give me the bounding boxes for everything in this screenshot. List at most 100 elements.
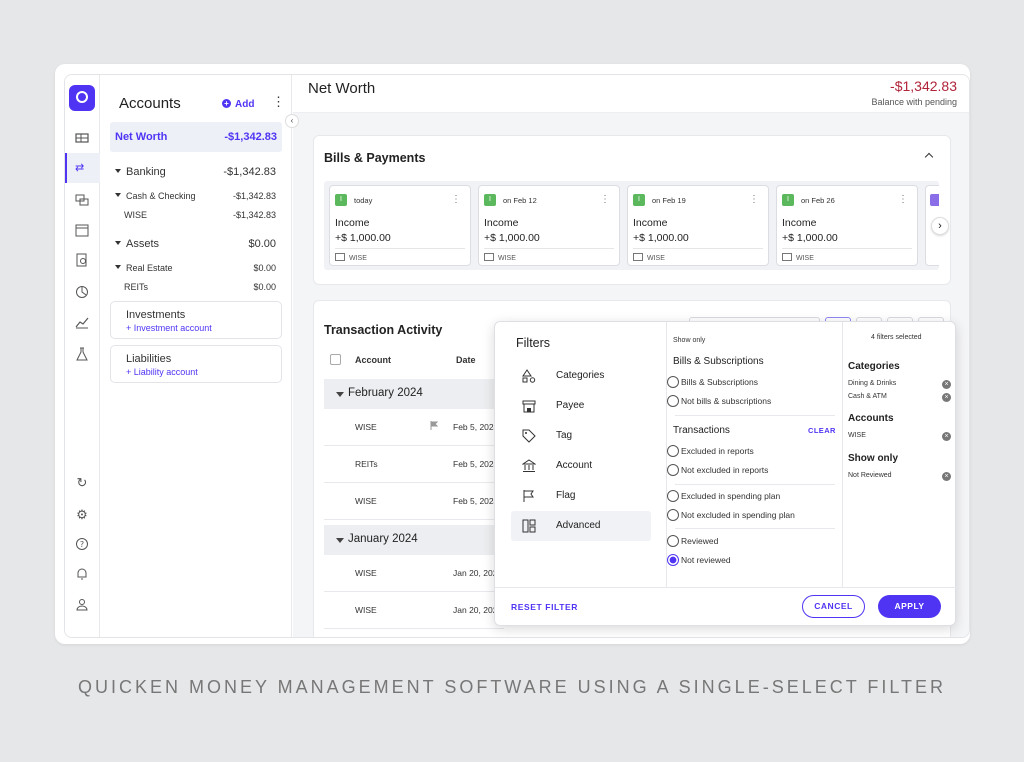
collapse-chevron-icon[interactable] [924, 152, 934, 162]
bill-more-icon[interactable]: ⋮ [451, 194, 461, 205]
month-label: February 2024 [348, 387, 423, 399]
remove-filter-icon[interactable]: × [942, 393, 951, 402]
selected-chip-label: WISE [848, 432, 866, 439]
accounts-sidebar: Accounts Add ⋮ Net Worth -$1,342.83 Bank… [100, 75, 292, 637]
filters-popover: Filters Categories Payee Tag Account Fla… [494, 321, 957, 626]
calendar-icon[interactable] [74, 223, 90, 239]
radio-excluded-reports[interactable]: Excluded in reports [667, 445, 754, 457]
sidebar-item-reits[interactable]: REITs [124, 282, 149, 292]
filter-menu-flag[interactable]: Flag [511, 481, 651, 511]
month-group[interactable]: January 2024 [324, 525, 504, 555]
bill-name: Income [484, 217, 519, 229]
bill-amount: +$ 1,000.00 [782, 232, 838, 244]
column-date[interactable]: Date [456, 355, 476, 365]
image-caption: QUICKEN MONEY MANAGEMENT SOFTWARE USING … [77, 677, 947, 697]
settings-gear-icon[interactable]: ⚙ [76, 507, 88, 522]
quicken-logo[interactable] [69, 85, 95, 111]
filter-menu-payee[interactable]: Payee [511, 391, 651, 421]
bill-card[interactable]: I today ⋮ Income +$ 1,000.00 WISE [329, 185, 471, 266]
profile-icon[interactable] [74, 597, 90, 613]
transactions-icon[interactable]: ⇄ [65, 153, 100, 183]
reset-filter-button[interactable]: RESET FILTER [511, 602, 579, 612]
table-row[interactable]: WISE Jan 20, 2024 [324, 592, 504, 629]
table-row[interactable]: WISE Jan 20, 2024 [324, 555, 504, 592]
next-bills-chevron-icon[interactable]: › [931, 217, 949, 235]
bill-more-icon[interactable]: ⋮ [898, 194, 908, 205]
remove-filter-icon[interactable]: × [942, 472, 951, 481]
sidebar-item-real-estate[interactable]: Real Estate [115, 263, 173, 273]
table-row[interactable]: WISE Feb 5, 2024 [324, 483, 504, 520]
select-all-checkbox[interactable] [330, 354, 341, 365]
tag-icon [522, 429, 536, 443]
flag-icon [523, 490, 534, 502]
income-tag-icon: I [782, 194, 794, 206]
radio-not-bills-subscriptions[interactable]: Not bills & subscriptions [666, 395, 772, 407]
table-row[interactable]: WISE Feb 5, 2024 [324, 409, 504, 446]
spending-plan-icon[interactable] [74, 285, 90, 301]
apply-button[interactable]: APPLY [878, 595, 941, 618]
filter-menu-account[interactable]: Account [511, 451, 651, 481]
bill-amount: +$ 1,000.00 [335, 232, 391, 244]
investments-chart-icon[interactable] [74, 315, 90, 331]
filter-menu-categories[interactable]: Categories [511, 361, 651, 391]
balance-label: Balance with pending [871, 97, 957, 107]
bills-title: Bills & Payments [324, 151, 426, 165]
radio-bills-subscriptions[interactable]: Bills & Subscriptions [666, 376, 759, 388]
bill-card[interactable]: I on Feb 26 ⋮ Income +$ 1,000.00 WISE [776, 185, 918, 266]
bill-when: on Feb 26 [801, 196, 835, 205]
real-estate-value: $0.00 [253, 263, 276, 273]
add-investment-account-link[interactable]: + Investment account [126, 323, 212, 333]
radio-not-excluded-reports[interactable]: Not excluded in reports [666, 464, 769, 476]
more-options-icon[interactable]: ⋮ [272, 94, 285, 109]
filter-menu-label: Tag [556, 430, 573, 441]
selected-show-only-heading: Show only [848, 453, 898, 464]
notifications-bell-icon[interactable] [74, 567, 90, 583]
help-icon[interactable]: ? [74, 537, 90, 553]
filter-menu-tag[interactable]: Tag [511, 421, 651, 451]
bill-more-icon[interactable]: ⋮ [600, 194, 610, 205]
filter-menu-label: Payee [556, 400, 585, 411]
clear-button[interactable]: CLEAR [808, 426, 836, 435]
income-tag-icon: I [633, 194, 645, 206]
radio-excluded-spending-plan[interactable]: Excluded in spending plan [666, 490, 781, 502]
selected-count: 4 filters selected [871, 334, 922, 341]
row-date: Feb 5, 2024 [453, 496, 499, 506]
month-group[interactable]: February 2024 [324, 379, 504, 409]
planning-icon[interactable] [74, 347, 90, 363]
accounts-icon[interactable] [74, 193, 90, 209]
bill-amount: +$ 1,000.00 [633, 232, 689, 244]
balance-value: -$1,342.83 [890, 78, 957, 94]
bill-card[interactable]: I on Feb 12 ⋮ Income +$ 1,000.00 WISE [478, 185, 620, 266]
sidebar-item-net-worth[interactable]: Net Worth -$1,342.83 [110, 122, 282, 152]
bill-card[interactable]: I on Feb 19 ⋮ Income +$ 1,000.00 WISE [627, 185, 769, 266]
bill-account: WISE [633, 253, 665, 262]
bill-more-icon[interactable]: ⋮ [749, 194, 759, 205]
refresh-icon[interactable]: ↻ [76, 475, 88, 490]
filter-menu-advanced[interactable]: Advanced [511, 511, 651, 541]
radio-reviewed[interactable]: Reviewed [666, 535, 719, 547]
row-account: REITs [355, 459, 378, 469]
add-liability-account-link[interactable]: + Liability account [126, 367, 198, 377]
reits-value: $0.00 [253, 282, 276, 292]
cash-checking-value: -$1,342.83 [232, 191, 276, 201]
remove-filter-icon[interactable]: × [942, 432, 951, 441]
row-account: WISE [355, 605, 377, 615]
flag-icon[interactable] [430, 421, 438, 430]
sidebar-item-banking[interactable]: Banking [115, 166, 166, 178]
table-row[interactable]: REITs Feb 5, 2024 [324, 446, 504, 483]
cancel-button[interactable]: CANCEL [802, 595, 865, 618]
collapse-sidebar-icon[interactable]: ‹ [285, 114, 299, 128]
add-account-button[interactable]: Add [222, 99, 254, 110]
column-account[interactable]: Account [355, 355, 391, 365]
sidebar-item-wise[interactable]: WISE [124, 210, 148, 220]
liabilities-section: Liabilities + Liability account [110, 345, 282, 383]
wise-value: -$1,342.83 [232, 210, 276, 220]
dashboard-icon[interactable] [74, 131, 90, 147]
remove-filter-icon[interactable]: × [942, 380, 951, 389]
row-account: WISE [355, 496, 377, 506]
sidebar-item-assets[interactable]: Assets [115, 238, 159, 250]
reports-search-icon[interactable] [74, 253, 90, 269]
radio-not-reviewed[interactable]: Not reviewed [667, 554, 731, 566]
radio-not-excluded-spending-plan[interactable]: Not excluded in spending plan [667, 509, 795, 521]
sidebar-item-cash-checking[interactable]: Cash & Checking [115, 191, 196, 201]
